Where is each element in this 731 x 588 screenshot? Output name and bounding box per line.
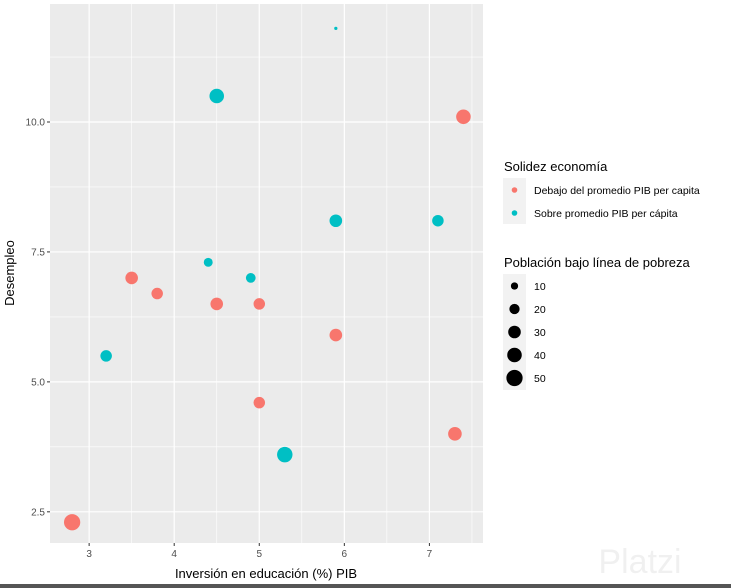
data-point [329, 214, 343, 228]
size-legend-key [510, 282, 519, 290]
size-legend-key [508, 325, 521, 339]
x-tick-label: 5 [256, 549, 262, 560]
x-axis-title: Inversión en educación (%) PIB [175, 566, 357, 581]
y-tick-label: 5.0 [31, 377, 45, 388]
color-legend-title: Solidez economía [504, 159, 608, 174]
size-legend-title: Población bajo línea de pobreza [504, 255, 691, 270]
size-legend-label: 40 [534, 350, 546, 362]
legend: Solidez economía Debajo del promedio PIB… [503, 159, 700, 390]
data-point [63, 514, 81, 531]
y-tick-label: 2.5 [31, 507, 45, 518]
data-point [209, 88, 225, 104]
size-legend-label: 30 [534, 327, 546, 339]
x-tick-label: 7 [427, 549, 433, 560]
data-point [125, 271, 138, 285]
legend-label-sobre: Sobre promedio PIB per cápita [534, 208, 678, 220]
data-point [334, 26, 338, 31]
y-axis-title: Desempleo [2, 240, 17, 306]
data-point [329, 328, 343, 342]
legend-label-debajo: Debajo del promedio PIB per capita [534, 185, 700, 197]
color-legend-keys [503, 178, 526, 224]
legend-key-debajo [511, 187, 518, 193]
data-point [203, 257, 213, 267]
bottom-bar [0, 584, 731, 588]
x-tick-label: 3 [86, 549, 92, 560]
x-tick-label: 6 [342, 549, 348, 560]
data-point [253, 298, 266, 310]
data-point [210, 297, 224, 311]
data-point [456, 109, 471, 125]
size-legend-label: 20 [534, 304, 546, 316]
data-point [245, 273, 256, 283]
y-tick-label: 10.0 [26, 117, 46, 128]
y-tick-label: 7.5 [31, 247, 45, 258]
size-legend-label: 50 [534, 373, 546, 385]
size-legend-key [509, 303, 520, 315]
size-legend-key [506, 369, 523, 387]
data-point [277, 446, 293, 463]
data-points [63, 26, 471, 531]
data-point [100, 350, 112, 362]
size-legend-key [507, 347, 522, 363]
data-point [151, 287, 163, 300]
data-point [253, 396, 266, 409]
x-tick-label: 4 [171, 549, 177, 560]
legend-key-sobre [511, 210, 518, 216]
size-legend-label: 10 [534, 281, 546, 293]
plot-panel [50, 4, 483, 543]
data-point [432, 214, 444, 227]
gridlines [50, 4, 483, 543]
data-point [448, 427, 462, 441]
axes: 3 4 5 6 7 2.5 5.0 7.5 10.0 [26, 117, 433, 560]
platzi-watermark: Platzi [598, 543, 681, 581]
